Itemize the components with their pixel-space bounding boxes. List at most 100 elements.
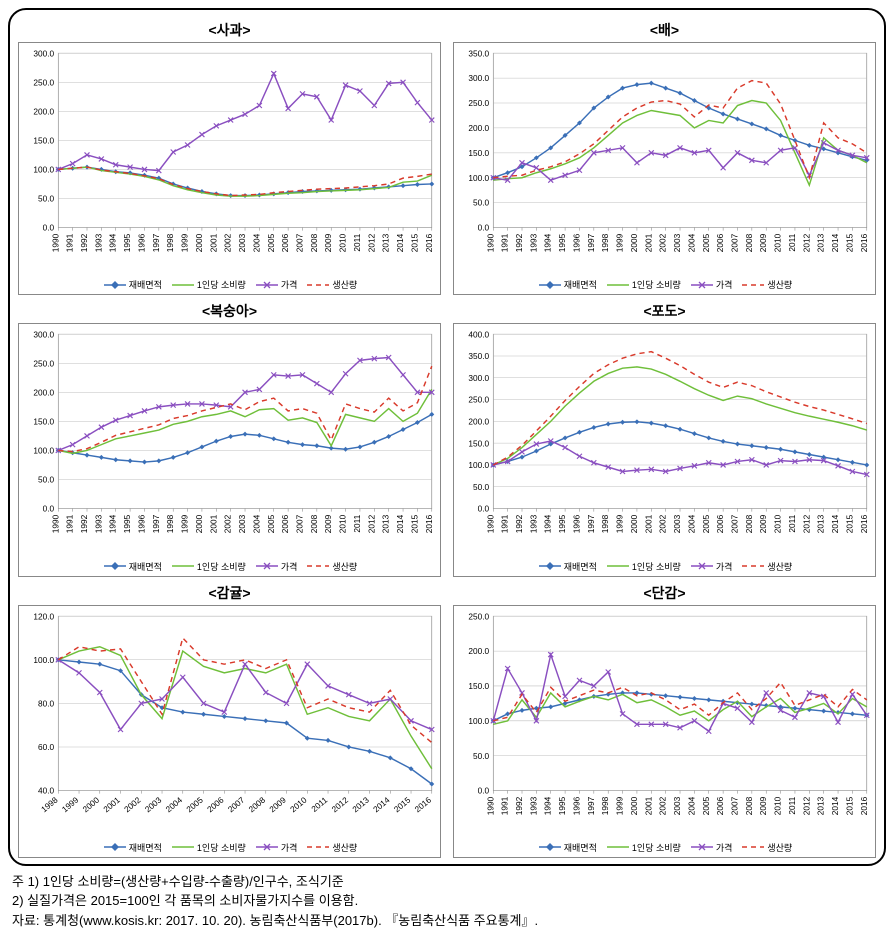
svg-text:2008: 2008 [744,233,754,252]
svg-text:2005: 2005 [184,794,205,814]
svg-text:200.0: 200.0 [33,106,54,116]
svg-text:1999: 1999 [180,233,190,252]
chart-title: <포도> [453,301,876,321]
svg-text:2006: 2006 [715,515,725,534]
svg-text:2010: 2010 [288,794,309,814]
footnote-line-2: 자료: 통계청(www.kosis.kr: 2017. 10. 20). 농림축… [12,911,886,931]
svg-text:2006: 2006 [280,515,290,534]
svg-text:2004: 2004 [163,794,184,814]
svg-text:0.0: 0.0 [478,504,490,514]
svg-text:1999: 1999 [180,515,190,534]
legend: 재배면적1인당 소비량가격생산량 [458,557,873,574]
legend-item-area: 재배면적 [539,560,597,573]
svg-text:2016: 2016 [424,515,434,534]
legend-label: 가격 [281,560,298,573]
svg-text:1997: 1997 [151,515,161,534]
chart-box: 0.050.0100.0150.0200.0250.0300.0350.0199… [453,42,876,295]
svg-text:2013: 2013 [816,515,826,534]
svg-text:2003: 2003 [237,515,247,534]
svg-text:2012: 2012 [801,796,811,815]
svg-text:2003: 2003 [237,233,247,252]
legend: 재배면적1인당 소비량가격생산량 [458,275,873,292]
svg-text:2008: 2008 [744,796,754,815]
legend-label: 1인당 소비량 [632,560,681,573]
svg-text:2010: 2010 [338,515,348,534]
legend-item-consumption: 1인당 소비량 [172,560,246,573]
svg-text:2004: 2004 [251,233,261,252]
svg-text:200.0: 200.0 [468,646,489,656]
svg-text:200.0: 200.0 [468,417,489,427]
svg-text:2006: 2006 [280,233,290,252]
legend-label: 재배면적 [564,560,597,573]
svg-text:250.0: 250.0 [468,395,489,405]
legend-label: 생산량 [332,841,357,854]
legend-label: 가격 [281,278,298,291]
svg-text:2007: 2007 [729,233,739,252]
svg-text:1992: 1992 [514,233,524,252]
svg-text:300.0: 300.0 [468,373,489,383]
svg-text:150.0: 150.0 [33,417,54,427]
charts-panel: <사과>0.050.0100.0150.0200.0250.0300.01990… [8,8,886,866]
legend: 재배면적1인당 소비량가격생산량 [23,838,438,855]
svg-text:1997: 1997 [586,796,596,815]
svg-text:2001: 2001 [643,796,653,815]
footnote-line-1: 2) 실질가격은 2015=100인 각 품목의 소비자물가지수를 이용함. [12,891,886,911]
svg-text:2008: 2008 [246,794,267,814]
svg-text:1997: 1997 [586,233,596,252]
svg-text:2004: 2004 [686,515,696,534]
svg-text:2005: 2005 [266,233,276,252]
legend-label: 생산량 [767,841,792,854]
svg-text:2007: 2007 [294,515,304,534]
chart-title: <감귤> [18,583,441,603]
svg-text:1993: 1993 [528,233,538,252]
chart-box: 40.060.080.0100.0120.0199819992000200120… [18,605,441,858]
legend-item-production: 생산량 [742,278,792,291]
svg-text:2005: 2005 [701,233,711,252]
chart-apple: <사과>0.050.0100.0150.0200.0250.0300.01990… [18,20,441,295]
svg-text:100.0: 100.0 [468,173,489,183]
svg-text:250.0: 250.0 [33,359,54,369]
svg-text:2010: 2010 [338,233,348,252]
svg-text:1997: 1997 [151,233,161,252]
svg-text:2000: 2000 [194,233,204,252]
svg-text:100.0: 100.0 [468,460,489,470]
chart-title: <복숭아> [18,301,441,321]
svg-text:350.0: 350.0 [468,351,489,361]
legend-item-consumption: 1인당 소비량 [172,841,246,854]
svg-text:1998: 1998 [165,233,175,252]
legend: 재배면적1인당 소비량가격생산량 [458,838,873,855]
svg-text:2005: 2005 [266,515,276,534]
svg-text:2012: 2012 [329,794,350,814]
svg-text:150.0: 150.0 [468,148,489,158]
svg-text:2002: 2002 [122,794,143,814]
svg-text:2016: 2016 [424,233,434,252]
svg-text:300.0: 300.0 [33,330,54,340]
legend-label: 재배면적 [564,278,597,291]
svg-text:1996: 1996 [571,796,581,815]
svg-text:1990: 1990 [485,515,495,534]
svg-text:2016: 2016 [859,796,869,815]
svg-text:2009: 2009 [323,515,333,534]
legend-item-area: 재배면적 [104,841,162,854]
legend: 재배면적1인당 소비량가격생산량 [23,557,438,574]
svg-text:0.0: 0.0 [43,223,55,233]
legend-item-area: 재배면적 [539,278,597,291]
charts-grid: <사과>0.050.0100.0150.0200.0250.0300.01990… [18,20,876,858]
legend: 재배면적1인당 소비량가격생산량 [23,275,438,292]
legend-item-price: 가격 [256,278,298,291]
svg-text:2014: 2014 [830,796,840,815]
svg-text:2002: 2002 [658,515,668,534]
svg-text:150.0: 150.0 [33,135,54,145]
svg-text:1999: 1999 [615,796,625,815]
svg-text:2012: 2012 [366,233,376,252]
legend-label: 재배면적 [564,841,597,854]
svg-text:2002: 2002 [658,796,668,815]
legend-item-consumption: 1인당 소비량 [607,278,681,291]
legend-label: 생산량 [767,278,792,291]
svg-text:1998: 1998 [600,233,610,252]
svg-text:2014: 2014 [395,515,405,534]
svg-text:2006: 2006 [715,796,725,815]
svg-text:1994: 1994 [543,515,553,534]
chart-title: <단감> [453,583,876,603]
legend-item-consumption: 1인당 소비량 [172,278,246,291]
